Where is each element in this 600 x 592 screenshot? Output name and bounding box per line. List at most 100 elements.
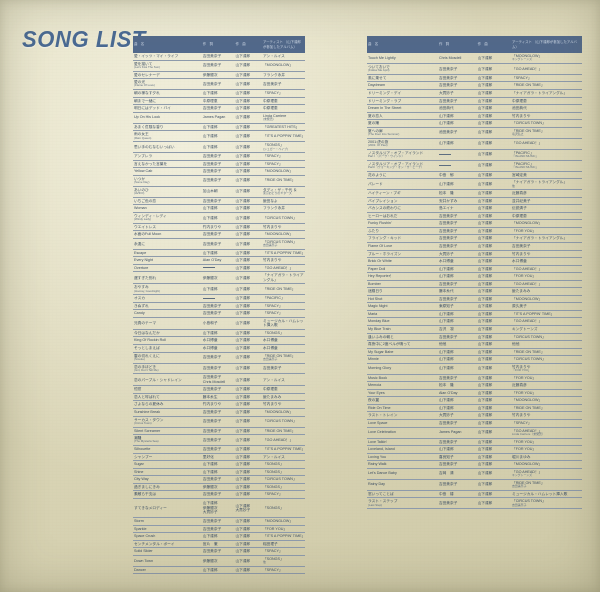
song-rows-left: 愛・イッツ・マイ・ライフ 吉田美奈子 山下達郎 アン・ルイス 愛を描いて (Let's K… (133, 53, 305, 575)
table-row: Your Eyes Alan O'Day 山下達郎 「FOR YOU」 (367, 389, 582, 398)
artist-album-cell: 「SONGS」 (261, 329, 305, 338)
table-header-row: 曲 名 作 詞 作 曲 アーティスト （山下達郎が参加したアルバム） (367, 36, 582, 53)
artist-album-cell: 吉田美奈子 (261, 363, 305, 375)
table-row: Every Night Alan O'Day 山下達郎 竹内まりや (133, 256, 305, 265)
lyricist-cell: 吉田美奈子 (437, 419, 477, 428)
table-row: あまく危険な香り 山下達郎 山下達郎 「GREATEST HITS」 (133, 123, 305, 132)
song-title-cell: 雲の切れくえに (Smoke) (133, 352, 202, 364)
composer-cell: 山下達郎 (476, 178, 512, 191)
lyricist-cell: 山下達郎 (437, 119, 477, 128)
song-title-cell: City Way (133, 475, 202, 484)
song-title-cell: Overture (133, 264, 202, 273)
artist-album-cell: ミュージカル・ハムレット挿入歌 (261, 317, 305, 330)
artist-album-cell: 原久美子 (511, 302, 582, 311)
composer-cell: 山下達郎 (234, 89, 262, 98)
table-row: Sparkle 吉田美奈子 山下達郎 「FOR YOU」 (133, 525, 305, 534)
lyricist-cell: Chris Mosdell (437, 53, 477, 64)
lyricist-cell: 山下達郎 (437, 348, 477, 357)
lyricist-cell: 水口博章 (437, 257, 477, 266)
lyricist-cell: 山下達郎 (437, 396, 477, 405)
artist-album-cell: フランク永井 (261, 204, 305, 213)
song-title-cell: Love Celebration (367, 427, 438, 439)
table-row: 永遠に 吉田美奈子 山下達郎 「CIRCUS TOWN」 吉田美奈子 (133, 238, 305, 250)
composer-cell: 山下達郎 (234, 317, 262, 330)
column-header-artist-main: アーティスト (262, 40, 283, 45)
artist-album-cell: 「MOONGLOW」 (261, 230, 305, 239)
composer-cell: 山下達郎 (476, 333, 512, 342)
song-title-cell: 2001:虎の旅 (2001: Of Paul) (367, 138, 438, 150)
song-title-cell: Sunshine Break (133, 408, 202, 417)
artist-album-cell: 近藤真彦 (511, 381, 582, 390)
song-title-cell: Funky Flushin' (367, 219, 438, 228)
song-title-cell: Loving You (367, 453, 438, 462)
song-title-cell: 思い手のむなむいっぱい (133, 141, 202, 154)
table-row: 2001:虎の旅 (2001: Of Paul) 山下達郎 山下達郎 「GO AHEAD… (367, 138, 582, 150)
table-row: ウィンディ・レディ (Windy Lady) 山下達郎 山下達郎 「CIRCUS TOW… (133, 212, 305, 224)
table-row: 水面のFull Moon 吉田美奈子 山下達郎 「MOONGLOW」 (133, 230, 305, 239)
composer-cell: 山下達郎 (476, 317, 512, 326)
lyricist-cell: 吉田美奈子 (437, 219, 477, 228)
lyricist-cell: 吉田美奈子 (201, 445, 235, 454)
table-row: 夏の踊 山下達郎 山下達郎 「CIRCUS TOWN」 (367, 119, 582, 128)
song-title-cell: ラスト・ステップ (Last Step) (367, 497, 438, 510)
song-title-cell: Morning Glory (367, 363, 438, 375)
table-row: センチメンタル・ボーイ 宮片 徹山下達郎 稲田理子 (133, 540, 305, 549)
composer-cell: 山下達郎 (234, 264, 262, 273)
table-row: 朝の様なす夕れ 山下達郎 山下達郎 「SPACY」 (133, 89, 305, 98)
composer-cell: 山下達郎 (234, 53, 262, 61)
table-row: 遅すぎた別れ 伊藤銀次 山下達郎 「ナイアガラ・トライアングル」 (133, 271, 305, 285)
table-row: 愛の光 (Flame Of Love) 吉田美奈子 山下達郎 吉田美奈子 (133, 78, 305, 91)
artist-album-cell: 「RIDE ON TIME」 竜沢弘之 (511, 127, 582, 139)
composer-cell: 山下達郎 (234, 517, 262, 526)
composer-cell: 山下達郎 (234, 373, 262, 387)
artist-album-cell: 「MOONGLOW」 (511, 460, 582, 469)
artist-album-cell: 「MOONGLOW」 (261, 167, 305, 176)
table-row: Rainy Walk 吉田美奈子 山下達郎 「MOONGLOW」 (367, 460, 582, 469)
composer-cell: 山下達郎 (476, 53, 512, 64)
artist-album-cell: 中原理恵 (261, 97, 305, 106)
song-title-cell: My Sugar Babe (367, 348, 438, 357)
table-row: パレード 山下達郎 山下達郎 「ナイアガラ・トライアングル」他 (367, 178, 582, 191)
artist-album-cell: 「CIRCUS TOWN」 (261, 475, 305, 484)
song-title-cell: Down Town (133, 555, 202, 567)
song-title-cell: 窓いってことば (367, 490, 438, 499)
composer-cell: 山下達郎 (234, 271, 262, 285)
song-title-cell: Love Space (367, 419, 438, 428)
song-table: 曲 名 作 詞 作 曲 アーティスト （山下達郎が参加したアルバム） 愛・イッツ… (133, 36, 305, 575)
table-row: 真夜中に2度ベルが鳴って 他他 山下達郎 他他 (367, 340, 582, 349)
table-row: Shine 山下達郎 山下達郎 「SONGS」 (133, 468, 305, 477)
song-title-cell: 永遠に (133, 238, 202, 250)
song-title-cell: バイブレイション (367, 197, 438, 206)
table-row: 明日にはデッド・バイ 吉田美奈子 山下達郎 中原理恵 (133, 104, 305, 113)
table-row: 言えなかった言葉を 吉田美奈子 山下達郎 「SPACY」 (133, 160, 305, 169)
lyricist-cell: 吉田美奈子 (201, 60, 235, 72)
composer-cell: 山下達郎 (476, 104, 512, 113)
lyricist-cell: 松本 隆 (437, 189, 477, 198)
artist-album-cell: 竹内まりや (511, 411, 582, 420)
artist-album-cell: 「CIRCUS TOWN」 吉田美奈子 (511, 497, 582, 510)
composer-cell: 山下達郎 (476, 149, 512, 161)
composer-cell: 山下達郎 (234, 483, 262, 492)
column-header-artist: アーティスト （山下達郎が参加したアルバム） (261, 36, 305, 53)
artist-album-cell: 「FOR YOU」 (511, 438, 582, 447)
composer-cell: 山下達郎 (476, 242, 512, 251)
table-row: 素敵ら干支は 吉田美奈子 山下達郎 「SPACY」 (133, 490, 305, 499)
table-row: Dream In The Street 池田典代 山下達郎 池田典代 (367, 104, 582, 113)
song-title-cell: あまく危険な香り (133, 123, 202, 132)
song-title-cell: Candy (133, 309, 202, 318)
composer-cell: 山下達郎 (234, 97, 262, 106)
song-title-cell: 恋の手ほどき (Girl, Don't Tell Me) (133, 363, 202, 375)
composer-cell: 山下達郎 (476, 427, 512, 439)
lyricist-cell: 吉田美奈子 (437, 97, 477, 106)
song-title-cell: Storm (133, 517, 202, 526)
artist-album-cell: 飯たまみみ (511, 287, 582, 296)
lyricist-cell: 吉田美奈子 (201, 238, 235, 250)
song-table-left: 曲 名 作 詞 作 曲 アーティスト （山下達郎が参加したアルバム） 愛・イッツ… (133, 36, 305, 575)
table-row: 風に乗せて 吉田美奈子 山下達郎 「SPACY」 (367, 74, 582, 83)
composer-cell: 山下達郎 (476, 302, 512, 311)
song-title-cell: ブルー・ホライズン (367, 250, 438, 259)
composer-cell: 山下達郎 (476, 355, 512, 364)
song-title-cell: Maria (367, 310, 438, 319)
artist-album-cell: 「GO AHEAD！」 キングトーンズ (511, 468, 582, 480)
composer-cell: 山下達郎 (234, 112, 262, 124)
